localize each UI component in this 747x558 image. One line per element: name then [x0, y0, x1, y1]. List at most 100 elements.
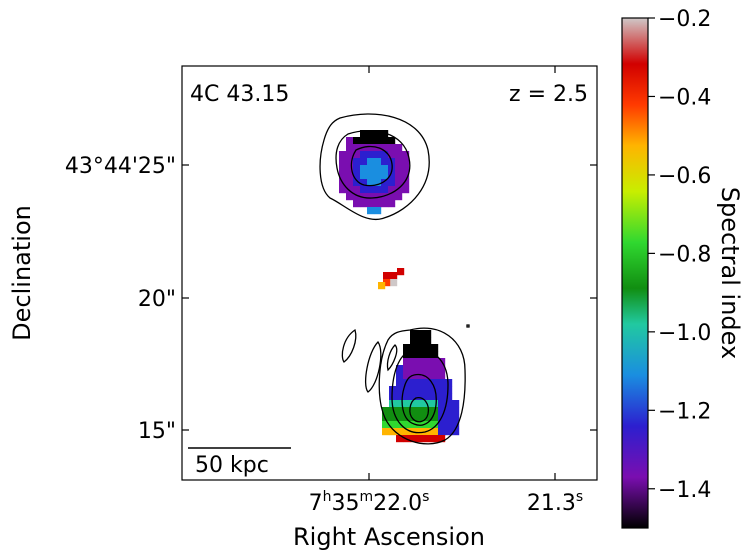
map-pixel — [360, 165, 368, 173]
radio-contours — [319, 113, 470, 445]
map-pixel — [438, 400, 446, 408]
map-pixel — [346, 144, 354, 152]
map-pixel — [346, 137, 354, 145]
map-pixel — [367, 158, 375, 166]
map-pixel — [381, 151, 389, 159]
map-pixel — [431, 400, 439, 408]
spectral-index-pixels — [339, 130, 460, 443]
map-pixel — [424, 365, 432, 373]
map-pixel — [424, 407, 432, 415]
map-pixel — [396, 379, 404, 387]
map-pixel — [381, 144, 389, 152]
map-pixel — [353, 137, 361, 145]
map-pixel — [410, 386, 418, 394]
map-pixel — [388, 179, 396, 187]
map-pixel — [438, 435, 446, 443]
map-pixel — [374, 193, 382, 201]
map-pixel — [424, 372, 432, 380]
map-pixel — [445, 386, 453, 394]
map-pixel — [402, 179, 410, 187]
colorbar-tick-label: −0.4 — [658, 85, 711, 110]
map-pixel — [431, 372, 439, 380]
map-pixel — [395, 186, 403, 194]
map-pixel — [431, 393, 439, 401]
map-pixel — [445, 393, 453, 401]
map-pixel — [339, 165, 347, 173]
map-pixel — [396, 400, 404, 408]
map-pixel — [374, 179, 382, 187]
map-pixel — [339, 151, 347, 159]
map-pixel — [367, 193, 375, 201]
map-pixel — [410, 358, 418, 366]
map-pixel — [339, 186, 347, 194]
map-pixel — [395, 172, 403, 180]
map-pixel — [402, 172, 410, 180]
map-pixel — [389, 428, 397, 436]
map-pixel — [424, 344, 432, 352]
map-pixel — [339, 158, 347, 166]
map-pixel — [445, 407, 453, 415]
map-pixel — [388, 200, 396, 208]
map-pixel — [353, 179, 361, 187]
map-pixel — [353, 193, 361, 201]
map-pixel — [381, 165, 389, 173]
plot-ticks — [182, 66, 597, 480]
map-pixel — [382, 421, 390, 429]
map-pixel — [360, 137, 368, 145]
map-pixel — [346, 172, 354, 180]
contour-south-mid — [391, 348, 449, 434]
x-tick-label-ra-1: 7h35m22.0s — [309, 489, 430, 516]
contour-south-core — [409, 397, 430, 423]
map-pixel — [381, 172, 389, 180]
contour-south-inner — [401, 373, 437, 426]
map-pixel — [452, 407, 460, 415]
map-pixel — [410, 393, 418, 401]
map-pixel — [388, 151, 396, 159]
map-pixel — [424, 393, 432, 401]
map-pixel — [346, 193, 354, 201]
map-pixel — [402, 158, 410, 166]
contour-west-1 — [341, 328, 357, 363]
map-pixel — [396, 407, 404, 415]
map-pixel — [438, 407, 446, 415]
map-pixel — [396, 428, 404, 436]
y-axis-title: Declination — [8, 205, 36, 341]
map-pixel — [417, 428, 425, 436]
map-pixel — [388, 172, 396, 180]
map-pixel — [360, 200, 368, 208]
map-pixel — [417, 372, 425, 380]
map-pixel — [382, 414, 390, 422]
map-pixel — [360, 172, 368, 180]
colorbar-tick-label: −1.4 — [658, 478, 711, 503]
map-pixel — [402, 165, 410, 173]
map-pixel — [431, 435, 439, 443]
colorbar — [621, 17, 649, 529]
map-pixel — [374, 130, 382, 138]
map-pixel — [410, 407, 418, 415]
map-pixel — [374, 186, 382, 194]
map-pixel — [389, 407, 397, 415]
map-pixel — [381, 186, 389, 194]
map-pixel — [353, 172, 361, 180]
scale-bar-label: 50 kpc — [195, 453, 269, 478]
map-pixel — [403, 365, 411, 373]
map-pixel — [424, 386, 432, 394]
contour-speck — [466, 324, 470, 328]
map-pixel — [360, 193, 368, 201]
map-pixel — [417, 351, 425, 359]
map-pixel — [395, 151, 403, 159]
contour-south-outer — [378, 327, 466, 445]
map-pixel — [360, 158, 368, 166]
map-pixel — [383, 279, 391, 287]
map-pixel — [374, 172, 382, 180]
map-pixel — [403, 421, 411, 429]
map-pixel — [424, 435, 432, 443]
map-pixel — [381, 158, 389, 166]
map-pixel — [346, 186, 354, 194]
map-pixel — [445, 421, 453, 429]
map-pixel — [388, 186, 396, 194]
map-pixel — [339, 172, 347, 180]
map-pixel — [424, 379, 432, 387]
map-pixel — [353, 165, 361, 173]
contour-north-outer — [319, 113, 430, 221]
